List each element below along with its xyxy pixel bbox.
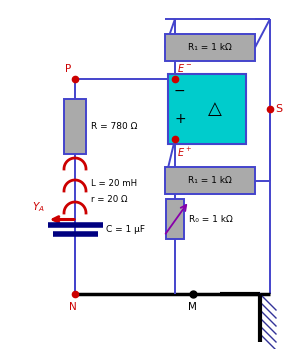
FancyBboxPatch shape xyxy=(64,99,86,154)
Text: $E^+$: $E^+$ xyxy=(177,146,192,159)
Text: S: S xyxy=(275,104,282,114)
FancyBboxPatch shape xyxy=(166,199,184,239)
Text: −: − xyxy=(174,84,186,98)
Text: R = 780 Ω: R = 780 Ω xyxy=(91,122,137,131)
Text: $Y_A$: $Y_A$ xyxy=(32,201,45,215)
FancyBboxPatch shape xyxy=(165,34,255,61)
Text: C = 1 μF: C = 1 μF xyxy=(106,224,145,233)
Text: N: N xyxy=(69,302,77,312)
Text: P: P xyxy=(65,64,71,74)
Text: △: △ xyxy=(208,100,222,118)
Text: +: + xyxy=(174,112,186,126)
Text: r = 20 Ω: r = 20 Ω xyxy=(91,194,127,203)
Text: M: M xyxy=(188,302,197,312)
Text: L = 20 mH: L = 20 mH xyxy=(91,178,137,187)
FancyBboxPatch shape xyxy=(165,167,255,194)
Text: R₀ = 1 kΩ: R₀ = 1 kΩ xyxy=(189,215,233,223)
Text: $E^-$: $E^-$ xyxy=(177,62,192,74)
FancyBboxPatch shape xyxy=(168,74,246,144)
Text: R₁ = 1 kΩ: R₁ = 1 kΩ xyxy=(188,176,232,185)
Text: R₁ = 1 kΩ: R₁ = 1 kΩ xyxy=(188,43,232,52)
